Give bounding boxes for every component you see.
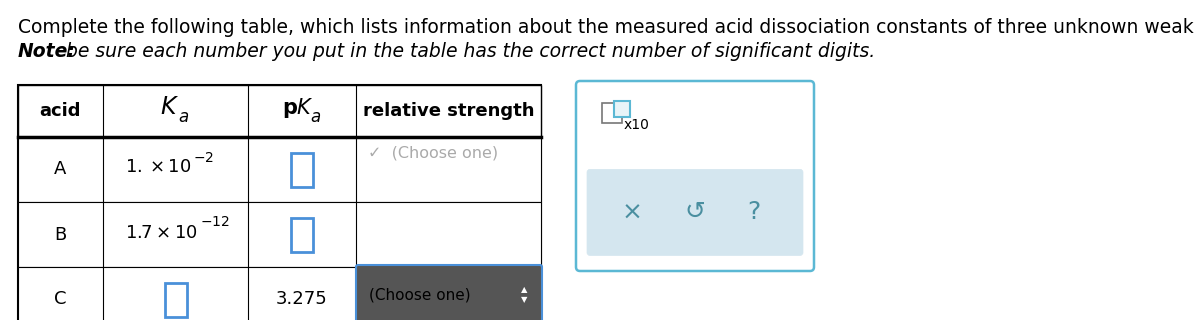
Text: x10: x10 xyxy=(624,118,650,132)
Bar xyxy=(18,85,541,320)
Text: ✓  (Choose one): ✓ (Choose one) xyxy=(368,146,498,161)
Text: C: C xyxy=(54,291,67,308)
Bar xyxy=(18,137,541,202)
Text: 3 (weakest): 3 (weakest) xyxy=(368,243,482,258)
Text: acid: acid xyxy=(40,102,82,120)
FancyBboxPatch shape xyxy=(587,169,803,255)
Text: B: B xyxy=(54,226,67,244)
Text: be sure each number you put in the table has the correct number of significant d: be sure each number you put in the table… xyxy=(60,42,875,61)
Text: (Choose one): (Choose one) xyxy=(370,287,470,302)
Bar xyxy=(18,202,541,267)
Text: $\mathit{K}$: $\mathit{K}$ xyxy=(160,95,179,119)
FancyBboxPatch shape xyxy=(511,279,538,311)
Text: ↺: ↺ xyxy=(684,200,706,224)
Bar xyxy=(602,103,622,123)
Text: $\mathbf{p}\mathit{K}$: $\mathbf{p}\mathit{K}$ xyxy=(282,96,314,120)
Text: A: A xyxy=(54,161,67,179)
Text: 3.275: 3.275 xyxy=(276,291,328,308)
Text: $1. \times 10$: $1. \times 10$ xyxy=(125,158,191,177)
Text: $-2$: $-2$ xyxy=(193,150,214,164)
Text: 2: 2 xyxy=(368,211,398,226)
FancyBboxPatch shape xyxy=(360,279,538,311)
Text: $\mathit{a}$: $\mathit{a}$ xyxy=(311,108,322,126)
Bar xyxy=(18,85,541,137)
FancyBboxPatch shape xyxy=(576,81,814,271)
Bar xyxy=(292,218,313,252)
Text: Note:: Note: xyxy=(18,42,76,61)
Text: relative strength: relative strength xyxy=(362,102,534,120)
Text: ?: ? xyxy=(748,200,761,224)
Text: Complete the following table, which lists information about the measured acid di: Complete the following table, which list… xyxy=(18,18,1200,37)
Bar xyxy=(614,101,630,117)
Text: $1.7 \times 10$: $1.7 \times 10$ xyxy=(125,223,198,242)
Text: $-12$: $-12$ xyxy=(200,215,230,229)
Text: ×: × xyxy=(622,200,642,224)
Text: ▲: ▲ xyxy=(521,285,527,294)
Text: ▼: ▼ xyxy=(521,295,527,305)
Bar xyxy=(18,267,541,320)
Text: 1 (strongest): 1 (strongest) xyxy=(368,178,492,193)
Text: $\mathit{a}$: $\mathit{a}$ xyxy=(178,108,190,126)
FancyBboxPatch shape xyxy=(356,265,542,320)
Bar xyxy=(164,283,186,316)
Bar xyxy=(292,153,313,187)
